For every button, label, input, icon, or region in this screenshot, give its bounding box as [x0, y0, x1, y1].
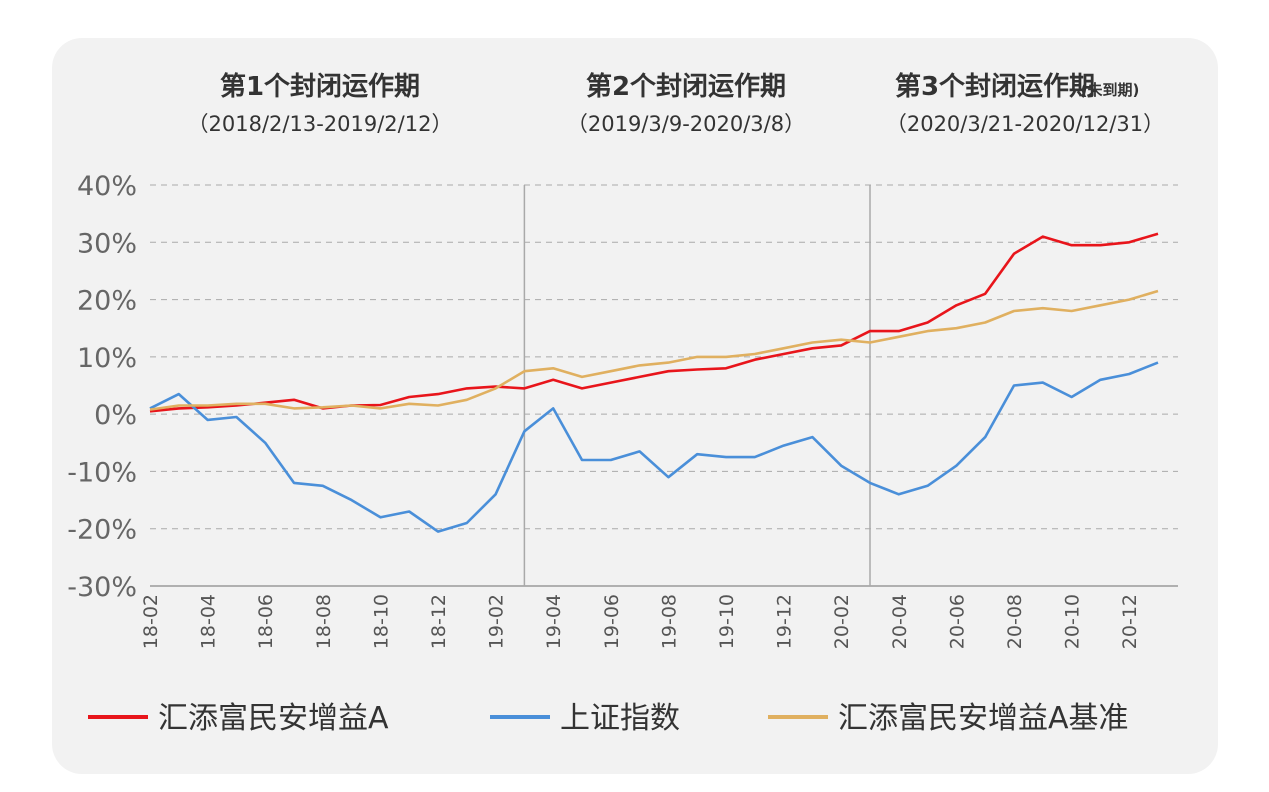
x-tick-label: 19-04	[543, 594, 565, 649]
x-tick-label: 18-06	[255, 594, 277, 649]
y-tick-label: 40%	[77, 171, 137, 202]
y-tick-label: -10%	[67, 457, 137, 488]
x-tick-label: 19-06	[601, 594, 623, 649]
period-dividers	[523, 185, 871, 586]
period-2-range: （2019/3/9-2020/3/8）	[567, 112, 805, 136]
legend-label-index: 上证指数	[560, 701, 680, 736]
grid-lines	[150, 184, 1178, 587]
period-2-title: 第2个封闭运作期	[586, 71, 786, 102]
x-tick-label: 20-10	[1062, 594, 1084, 649]
x-tick-label: 19-12	[774, 594, 796, 649]
x-tick-label: 19-08	[658, 594, 680, 649]
x-tick-label: 19-10	[716, 594, 738, 649]
x-tick-label: 20-02	[831, 594, 853, 649]
period-1-range: （2018/2/13-2019/2/12）	[188, 112, 453, 136]
series-line-0	[149, 232, 1159, 413]
y-axis-ticks: 40% 30% 20% 10% 0% -10% -20% -30%	[67, 171, 137, 603]
x-tick-label: 20-06	[946, 594, 968, 649]
y-tick-label: -30%	[67, 572, 137, 603]
series-lines	[149, 232, 1159, 533]
y-tick-label: 20%	[77, 286, 137, 317]
y-tick-label: 10%	[77, 343, 137, 374]
x-tick-label: 18-02	[140, 594, 162, 649]
y-tick-label: 0%	[94, 400, 137, 431]
x-tick-label: 18-12	[428, 594, 450, 649]
x-tick-label: 19-02	[486, 594, 508, 649]
series-line-2	[149, 289, 1159, 411]
legend-label-fund: 汇添富民安增益A	[158, 701, 389, 736]
legend-label-benchmark: 汇添富民安增益A基准	[838, 701, 1129, 736]
legend: 汇添富民安增益A 上证指数 汇添富民安增益A基准	[88, 701, 1129, 736]
x-tick-label: 18-10	[370, 594, 392, 649]
period-3-title: 第3个封闭运作期	[895, 71, 1095, 102]
x-axis-ticks: 18-02 18-04 18-06 18-08 18-10 18-12 19-02 19-04…	[140, 594, 1141, 649]
period-headers: 第1个封闭运作期 （2018/2/13-2019/2/12） 第2个封闭运作期 …	[188, 71, 1165, 136]
x-tick-label: 20-08	[1004, 594, 1026, 649]
period-3-range: （2020/3/21-2020/12/31）	[886, 112, 1164, 136]
series-line-1	[149, 361, 1159, 533]
x-tick-label: 20-12	[1119, 594, 1141, 649]
x-tick-label: 20-04	[889, 594, 911, 649]
period-1-title: 第1个封闭运作期	[220, 71, 420, 102]
y-tick-label: -20%	[67, 515, 137, 546]
x-tick-label: 18-08	[313, 594, 335, 649]
chart-card	[52, 38, 1218, 774]
period-3-note: (未到期)	[1081, 81, 1140, 99]
y-tick-label: 30%	[77, 228, 137, 259]
x-tick-label: 18-04	[198, 594, 220, 649]
